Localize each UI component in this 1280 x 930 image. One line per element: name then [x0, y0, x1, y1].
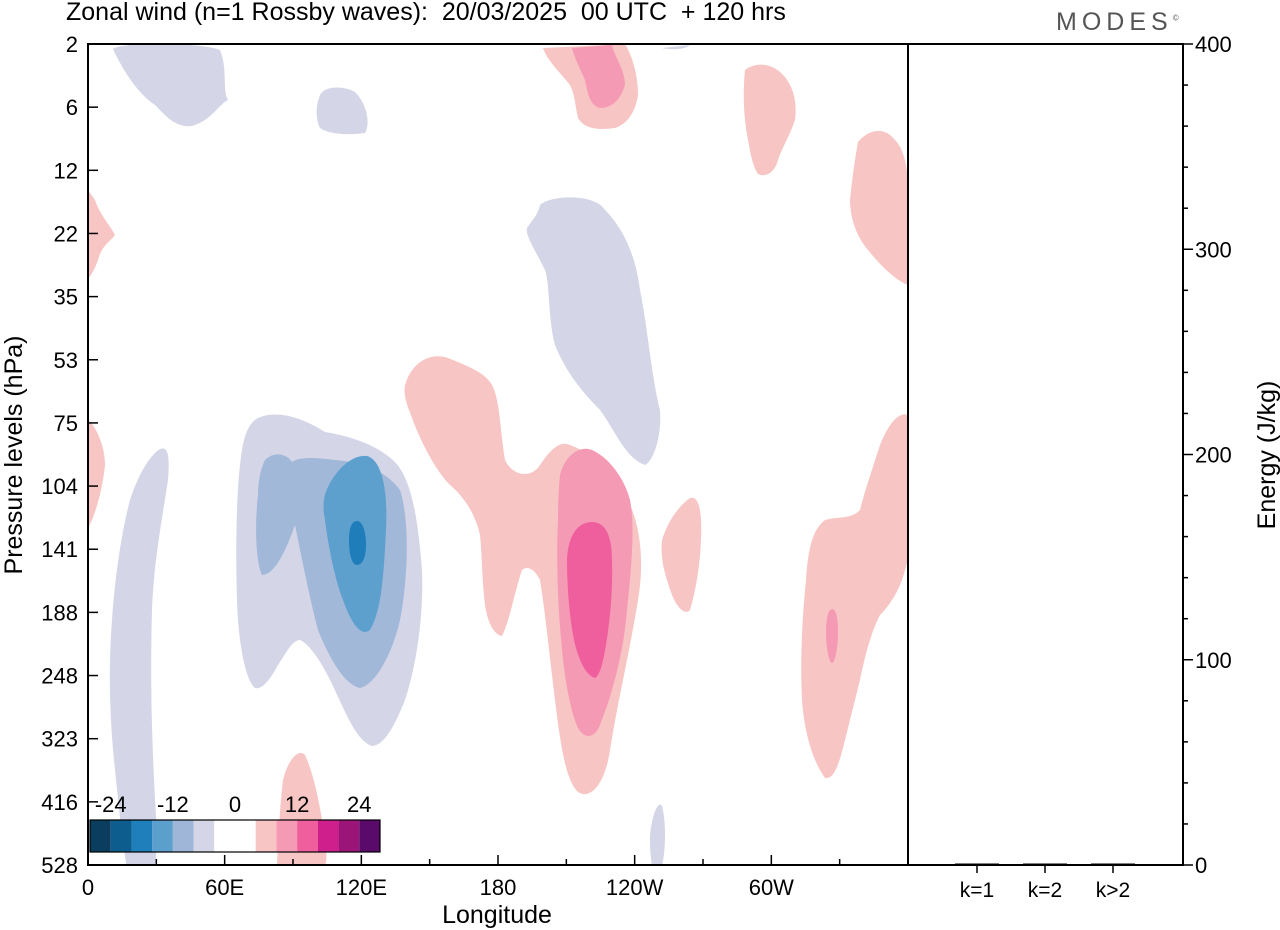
energy-category-label: k=2 [1028, 879, 1062, 902]
contour-positive-weak [88, 420, 105, 528]
x-tick-label: 0 [82, 875, 94, 900]
x-axis: 0 60E 120E 180 120W 60W [82, 855, 841, 900]
y-tick-label: 416 [41, 790, 78, 815]
y-tick-label: 6 [66, 95, 78, 120]
y-tick-label: 188 [41, 600, 78, 625]
energy-bar [1091, 863, 1135, 865]
contour-negative-weak [113, 44, 228, 127]
colorbar-swatch [214, 820, 235, 852]
colorbar-tick-label: 24 [347, 792, 371, 817]
y-axis-label: Pressure levels (hPa) [0, 336, 28, 575]
energy-bar [1023, 863, 1067, 865]
contour-positive-weak [743, 64, 796, 176]
y-tick-label: 248 [41, 664, 78, 689]
x-tick-label: 60E [205, 875, 244, 900]
colorbar-tick-label: -12 [157, 792, 189, 817]
energy-axis-label: Energy (J/kg) [1253, 381, 1280, 530]
y-tick-label: 75 [54, 411, 78, 436]
energy-category-label: k=1 [960, 879, 994, 902]
energy-category-label: k>2 [1096, 879, 1130, 902]
energy-bars: k=1 k=2 k>2 [955, 863, 1135, 902]
x-tick-label: 120E [336, 875, 387, 900]
contour-negative-weak [526, 197, 661, 465]
energy-tick-label: 100 [1195, 648, 1232, 673]
colorbar-swatch [317, 820, 339, 852]
colorbar: -24 -12 0 12 24 [89, 792, 381, 853]
y-tick-label: 2 [66, 32, 78, 57]
contour-negative-weak [662, 45, 690, 50]
contour-positive-weak [850, 130, 908, 285]
energy-tick-label: 0 [1195, 853, 1207, 878]
y-tick-label: 104 [41, 474, 78, 499]
contour-positive-weak [801, 414, 908, 779]
energy-tick-label: 400 [1195, 32, 1232, 57]
colorbar-frame [89, 819, 381, 853]
x-axis-label: Longitude [442, 901, 552, 929]
contour-positive-mid [826, 609, 838, 663]
contour-negative-weak [109, 448, 169, 865]
y-tick-label: 53 [54, 348, 78, 373]
y-tick-label: 528 [41, 853, 78, 878]
energy-axis: 0 100 200 300 400 [1183, 32, 1232, 878]
brand-mark: © [1172, 13, 1179, 23]
colorbar-tick-label: -24 [95, 792, 127, 817]
contour-field [88, 44, 908, 865]
energy-bar [955, 863, 999, 865]
colorbar-swatch [90, 820, 111, 852]
colorbar-swatch [297, 820, 318, 852]
x-tick-label: 60W [749, 875, 794, 900]
colorbar-swatch [172, 820, 194, 852]
colorbar-swatch [110, 820, 132, 852]
y-tick-label: 22 [54, 221, 78, 246]
y-tick-label: 12 [54, 158, 78, 183]
contour-negative-weak [316, 87, 368, 135]
y-tick-label: 35 [54, 285, 78, 310]
contour-positive-strong [567, 522, 613, 678]
colorbar-swatch [193, 820, 215, 852]
colorbar-tick-label: 12 [285, 792, 309, 817]
brand-name: MODES [1056, 8, 1173, 36]
chart-title: Zonal wind (n=1 Rossby waves): 20/03/202… [66, 0, 786, 26]
contour-positive-mid [572, 45, 625, 108]
colorbar-tick-label: 0 [229, 792, 241, 817]
y-tick-label: 141 [41, 537, 78, 562]
colorbar-swatch [152, 820, 173, 852]
colorbar-swatch [338, 820, 360, 852]
colorbar-swatch [255, 820, 277, 852]
contour-negative-weak [650, 804, 665, 865]
colorbar-swatch [131, 820, 153, 852]
y-tick-label: 323 [41, 727, 78, 752]
contour-positive-weak [661, 497, 702, 612]
x-tick-label: 120W [606, 875, 664, 900]
colorbar-swatch [359, 820, 380, 852]
contour-negative-core [349, 521, 366, 565]
energy-tick-label: 300 [1195, 237, 1232, 262]
colorbar-swatch [235, 820, 256, 852]
contour-positive-weak [88, 190, 115, 278]
colorbar-swatch [276, 820, 298, 852]
y-axis: 2 6 12 22 35 53 75 104 141 188 248 323 416 528 [41, 32, 98, 878]
brand-logo: MODES© [1056, 8, 1179, 37]
energy-panel-frame [907, 43, 1184, 866]
energy-tick-label: 200 [1195, 443, 1232, 468]
x-tick-label: 180 [480, 875, 517, 900]
